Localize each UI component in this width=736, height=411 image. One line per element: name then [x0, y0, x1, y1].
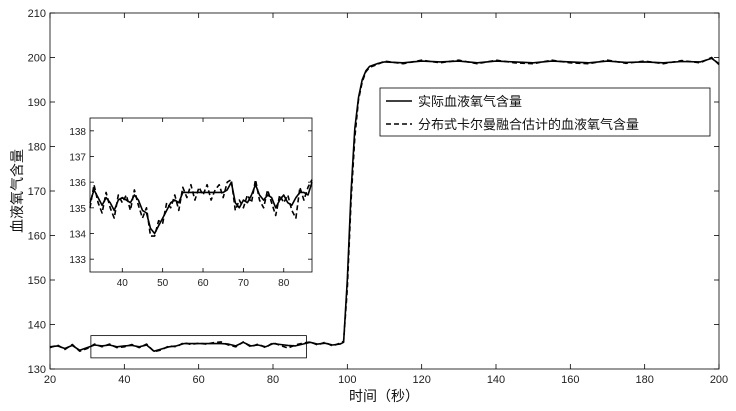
inset-x-tick-label: 40	[117, 278, 129, 289]
x-tick-label: 160	[561, 374, 579, 386]
inset-x-tick-label: 50	[157, 278, 169, 289]
y-tick-label: 210	[28, 8, 46, 20]
inset-y-tick-label: 134	[69, 230, 86, 241]
y-axis-label: 血液氧气含量	[10, 149, 26, 233]
y-tick-label: 140	[28, 320, 46, 332]
x-tick-label: 40	[118, 374, 130, 386]
x-tick-label: 80	[267, 374, 279, 386]
inset-y-tick-label: 135	[69, 204, 86, 215]
x-tick-label: 140	[487, 374, 505, 386]
y-tick-label: 150	[28, 275, 46, 287]
inset-y-tick-label: 138	[69, 127, 86, 138]
inset-plot-area: 40 50 60 70 80 133 134 135 136 137 138	[69, 118, 312, 289]
x-axis-label: 时间（秒）	[349, 389, 419, 405]
x-tick-label: 200	[710, 374, 728, 386]
x-tick-label: 100	[338, 374, 356, 386]
legend-label-estimated: 分布式卡尔曼融合估计的血液氧气含量	[418, 117, 639, 133]
x-tick-label: 180	[635, 374, 653, 386]
inset-plot-frame	[90, 118, 312, 272]
y-tick-label: 190	[28, 97, 46, 109]
inset-x-tick-label: 80	[278, 278, 290, 289]
inset-y-tick-label: 137	[69, 153, 86, 164]
y-tick-label: 180	[28, 142, 46, 154]
y-tick-label: 170	[28, 186, 46, 198]
inset-x-tick-label: 70	[238, 278, 250, 289]
inset-y-tick-label: 133	[69, 255, 86, 266]
x-tick-label: 60	[193, 374, 205, 386]
x-tick-label: 120	[412, 374, 430, 386]
inset-x-tick-label: 60	[197, 278, 209, 289]
legend-label-actual: 实际血液氧气含量	[418, 94, 522, 110]
y-tick-label: 130	[28, 364, 46, 376]
inset-y-tick-label: 136	[69, 178, 86, 189]
y-tick-label: 160	[28, 231, 46, 243]
legend: 实际血液氧气含量 分布式卡尔曼融合估计的血液氧气含量	[380, 88, 710, 136]
y-tick-label: 200	[28, 53, 46, 65]
